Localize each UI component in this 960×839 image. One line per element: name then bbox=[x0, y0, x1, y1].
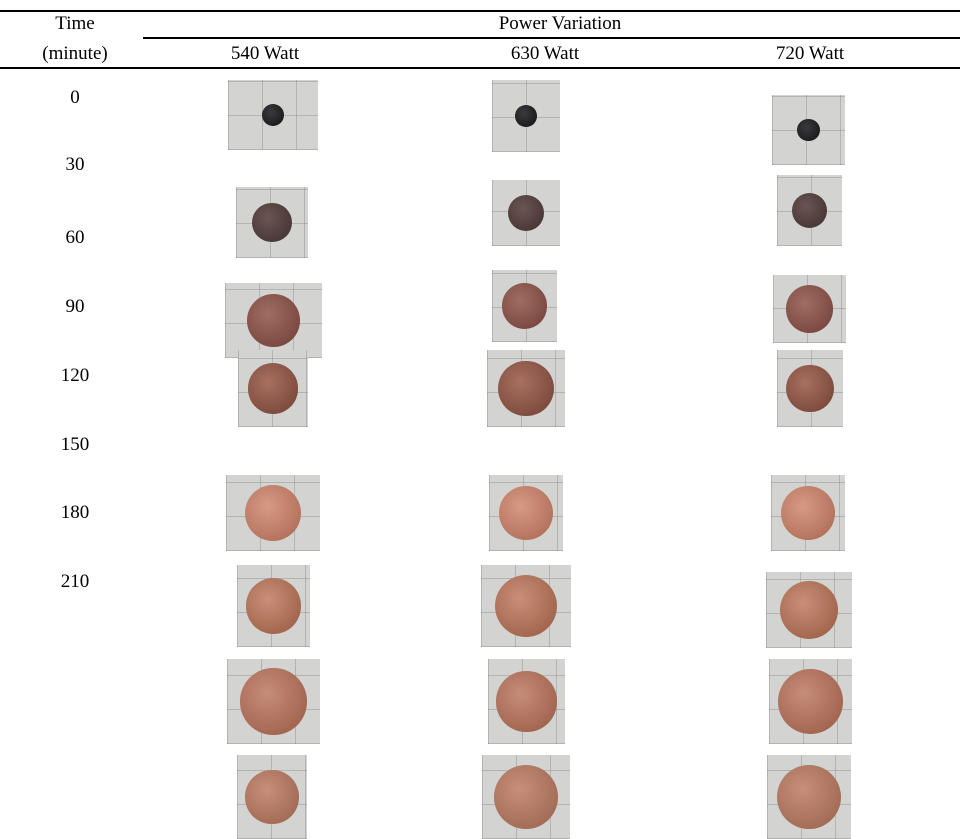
sample bbox=[781, 486, 836, 541]
sample-photo bbox=[769, 659, 852, 744]
sample bbox=[777, 765, 841, 829]
sample bbox=[240, 668, 306, 734]
sample bbox=[248, 363, 298, 413]
time-value: 180 bbox=[61, 503, 90, 522]
sample bbox=[515, 105, 537, 127]
sample-photo bbox=[772, 95, 845, 165]
sample bbox=[786, 285, 834, 333]
sample bbox=[262, 104, 284, 126]
time-value: 210 bbox=[61, 572, 90, 591]
sample-photo bbox=[492, 80, 560, 152]
sample bbox=[246, 578, 301, 633]
header-time-unit: (minute) bbox=[42, 44, 107, 63]
sample bbox=[495, 575, 557, 637]
sample-photo bbox=[238, 350, 308, 427]
time-value: 120 bbox=[61, 366, 90, 385]
sample bbox=[778, 669, 843, 734]
sample-photo bbox=[226, 475, 320, 551]
sample bbox=[245, 770, 298, 823]
sample bbox=[502, 283, 548, 329]
sample bbox=[797, 119, 819, 141]
sample-photo bbox=[777, 175, 842, 246]
sample-photo bbox=[237, 565, 310, 647]
sample-photo bbox=[492, 270, 557, 342]
time-value: 90 bbox=[66, 297, 85, 316]
header-rule bbox=[0, 67, 960, 69]
group-rule bbox=[143, 37, 960, 39]
sample-photo bbox=[236, 187, 308, 258]
sample bbox=[508, 195, 544, 231]
sample-photo bbox=[767, 755, 851, 839]
sample bbox=[499, 486, 554, 541]
column-header: 720 Watt bbox=[776, 44, 844, 63]
header-time: Time bbox=[55, 14, 94, 33]
sample bbox=[780, 581, 838, 639]
time-value: 30 bbox=[66, 155, 85, 174]
time-value: 60 bbox=[66, 228, 85, 247]
sample bbox=[786, 365, 834, 413]
sample bbox=[496, 671, 556, 731]
sample-photo bbox=[225, 283, 322, 358]
sample-photo bbox=[773, 275, 846, 343]
sample bbox=[498, 361, 553, 416]
sample-photo bbox=[482, 755, 570, 839]
sample-photo bbox=[489, 475, 563, 551]
sample-photo bbox=[237, 755, 307, 839]
sample bbox=[252, 203, 291, 242]
sample-photo bbox=[488, 659, 565, 744]
time-value: 150 bbox=[61, 435, 90, 454]
sample-photo bbox=[487, 350, 565, 427]
sample-photo bbox=[481, 565, 571, 647]
sample-photo bbox=[771, 475, 845, 551]
sample-photo bbox=[227, 659, 320, 744]
sample bbox=[792, 193, 828, 229]
time-value: 0 bbox=[70, 88, 80, 107]
sample bbox=[247, 294, 300, 347]
sample bbox=[245, 485, 301, 541]
column-header: 630 Watt bbox=[511, 44, 579, 63]
sample-photo bbox=[228, 80, 318, 150]
sample-photo bbox=[492, 180, 560, 246]
table-page: Time Power Variation (minute) 540 Watt 6… bbox=[0, 0, 960, 839]
sample-photo bbox=[777, 350, 843, 427]
sample-photo bbox=[766, 572, 852, 648]
header-group: Power Variation bbox=[499, 14, 622, 33]
top-rule bbox=[0, 10, 960, 12]
column-header: 540 Watt bbox=[231, 44, 299, 63]
sample bbox=[494, 765, 558, 829]
